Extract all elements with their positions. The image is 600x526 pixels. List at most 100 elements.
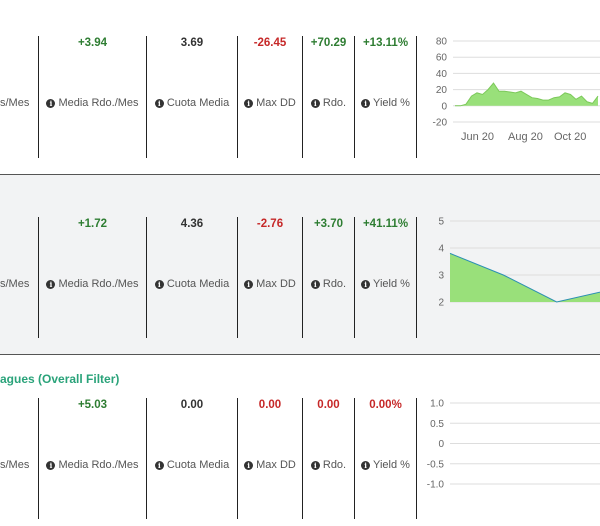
info-icon[interactable]: i xyxy=(154,99,164,108)
label-text: Rdo. xyxy=(322,97,347,109)
value-cuota: 3.69 xyxy=(180,37,204,49)
info-icon[interactable]: i xyxy=(154,280,164,289)
label-text: Max DD xyxy=(256,278,296,290)
label-rdo_mes_partial: s/Mes xyxy=(0,459,38,471)
label-text: Media Rdo./Mes xyxy=(58,97,139,109)
label-text: Max DD xyxy=(256,459,296,471)
value-rdo_mes: +1.72 xyxy=(77,218,108,230)
y-tick-label: 0 xyxy=(441,101,447,112)
label-rdo: i Rdo. xyxy=(303,278,354,290)
column-divider xyxy=(38,36,39,158)
y-tick-label: 1.0 xyxy=(430,399,444,410)
y-tick-label: 0 xyxy=(438,439,444,450)
series-line xyxy=(449,252,600,303)
y-tick-label: 0.5 xyxy=(430,419,444,430)
label-text: Media Rdo./Mes xyxy=(58,278,139,290)
y-tick-label: 20 xyxy=(436,85,448,96)
value-yield: +41.11% xyxy=(362,218,409,230)
value-maxdd: -2.76 xyxy=(256,218,284,230)
column-divider xyxy=(38,217,39,338)
label-maxdd: i Max DD xyxy=(238,278,302,290)
value-maxdd: 0.00 xyxy=(258,399,282,411)
info-icon[interactable]: i xyxy=(244,461,254,470)
label-cuota: i Cuota Media xyxy=(147,97,237,109)
label-text: Cuota Media xyxy=(166,97,230,109)
label-rdo: i Rdo. xyxy=(303,97,354,109)
label-cuota: i Cuota Media xyxy=(147,459,237,471)
column-divider xyxy=(237,36,238,158)
stats-row-2 xyxy=(0,175,600,354)
y-tick-label: 4 xyxy=(438,244,444,255)
label-yield: i Yield % xyxy=(355,97,416,109)
label-media_rdo: i Media Rdo./Mes xyxy=(39,459,146,471)
x-tick-label: Oct 20 xyxy=(554,131,586,143)
label-rdo_mes_partial: s/Mes xyxy=(0,97,38,109)
chart-2: 5 4 3 2 xyxy=(438,217,600,309)
column-divider xyxy=(416,398,417,519)
info-icon[interactable]: i xyxy=(310,280,320,289)
y-tick-label: -1.0 xyxy=(427,480,445,491)
column-divider xyxy=(354,36,355,158)
label-yield: i Yield % xyxy=(355,459,416,471)
label-rdo: i Rdo. xyxy=(303,459,354,471)
y-tick-label: 5 xyxy=(438,217,444,228)
y-tick-label: 3 xyxy=(438,271,444,282)
info-icon[interactable]: i xyxy=(361,280,371,289)
label-yield: i Yield % xyxy=(355,278,416,290)
info-icon[interactable]: i xyxy=(361,99,371,108)
value-yield: +13.11% xyxy=(362,37,409,49)
value-maxdd: -26.45 xyxy=(253,37,287,49)
info-icon[interactable]: i xyxy=(244,280,254,289)
column-divider xyxy=(38,398,39,519)
value-rdo: +70.29 xyxy=(310,37,347,49)
column-divider xyxy=(237,217,238,338)
y-tick-label: 40 xyxy=(436,69,448,80)
column-divider xyxy=(354,398,355,519)
label-text: s/Mes xyxy=(0,97,30,109)
info-icon[interactable]: i xyxy=(244,99,254,108)
x-tick-label: Aug 20 xyxy=(508,131,543,143)
series-area xyxy=(450,253,600,302)
column-divider xyxy=(302,398,303,519)
label-maxdd: i Max DD xyxy=(238,97,302,109)
column-divider xyxy=(302,217,303,338)
label-rdo_mes_partial: s/Mes xyxy=(0,278,38,290)
label-text: s/Mes xyxy=(0,278,30,290)
label-text: Max DD xyxy=(256,97,296,109)
label-media_rdo: i Media Rdo./Mes xyxy=(39,97,146,109)
column-divider xyxy=(416,217,417,338)
x-tick-label: Jun 20 xyxy=(461,131,494,143)
value-cuota: 4.36 xyxy=(180,218,204,230)
info-icon[interactable]: i xyxy=(46,280,56,289)
info-icon[interactable]: i xyxy=(361,461,371,470)
label-text: Cuota Media xyxy=(166,459,230,471)
label-maxdd: i Max DD xyxy=(238,459,302,471)
label-text: Rdo. xyxy=(322,459,347,471)
row-divider xyxy=(0,354,600,355)
value-yield: 0.00% xyxy=(369,399,402,411)
row-divider xyxy=(0,174,600,175)
label-text: Media Rdo./Mes xyxy=(58,459,139,471)
y-tick-label: 80 xyxy=(436,37,448,48)
chart-3: 1.0 0.5 0 -0.5 -1.0 xyxy=(427,399,600,491)
column-divider xyxy=(146,398,147,519)
info-icon[interactable]: i xyxy=(310,99,320,108)
info-icon[interactable]: i xyxy=(46,461,56,470)
value-cuota: 0.00 xyxy=(180,399,204,411)
section-title: agues (Overall Filter) xyxy=(0,372,120,386)
label-media_rdo: i Media Rdo./Mes xyxy=(39,278,146,290)
label-text: Yield % xyxy=(373,278,410,290)
column-divider xyxy=(302,36,303,158)
value-rdo: 0.00 xyxy=(317,399,340,411)
label-text: Cuota Media xyxy=(166,278,230,290)
column-divider xyxy=(146,36,147,158)
value-rdo_mes: +3.94 xyxy=(77,37,108,49)
info-icon[interactable]: i xyxy=(154,461,164,470)
label-text: s/Mes xyxy=(0,459,30,471)
stats-row-1 xyxy=(0,0,600,174)
info-icon[interactable]: i xyxy=(46,99,56,108)
info-icon[interactable]: i xyxy=(310,461,320,470)
label-text: Rdo. xyxy=(322,278,347,290)
y-tick-label: 2 xyxy=(438,298,444,309)
